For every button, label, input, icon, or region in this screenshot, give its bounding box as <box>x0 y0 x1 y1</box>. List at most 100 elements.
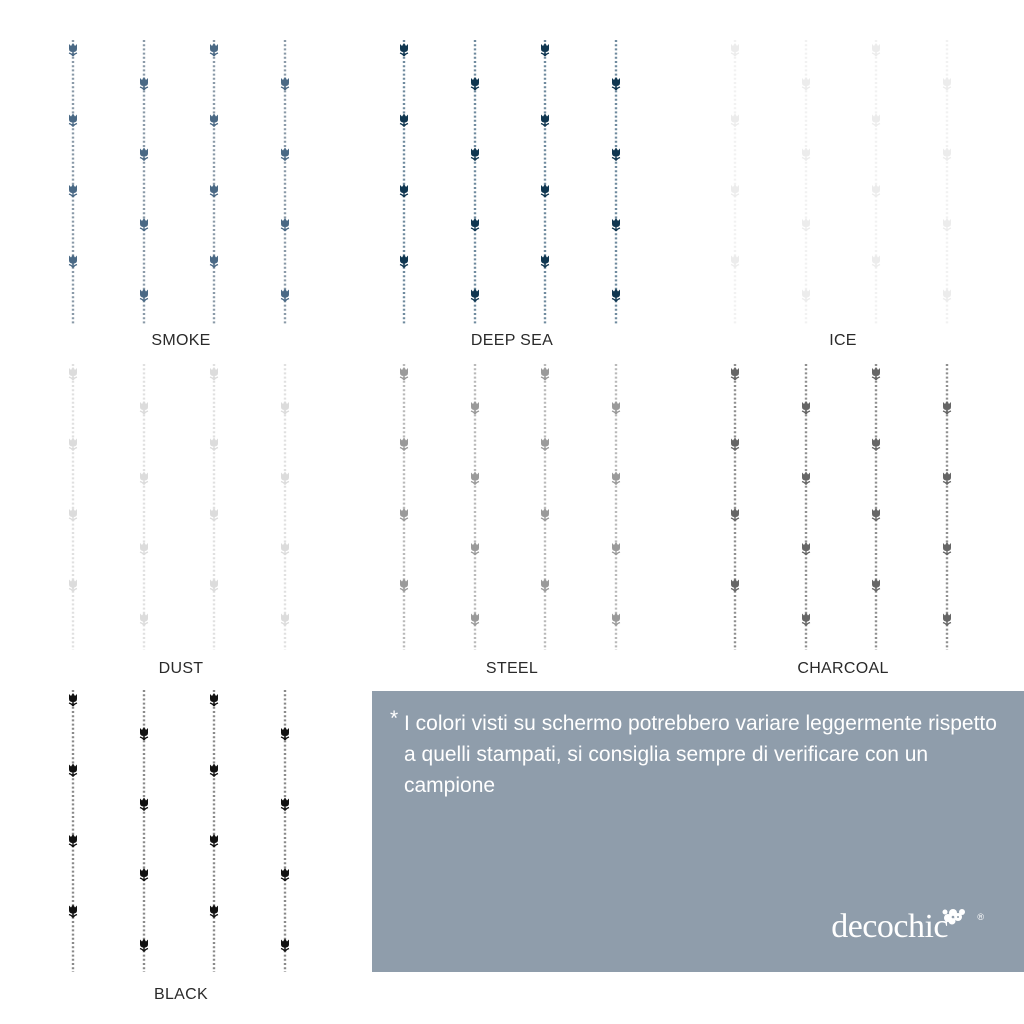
tulip-motif <box>399 184 409 198</box>
tulip-motif <box>139 797 149 811</box>
tulip-motif <box>209 367 219 381</box>
tulip-motif <box>611 147 621 161</box>
tulip-motif <box>280 147 290 161</box>
tulip-motif <box>470 542 480 556</box>
tulip-motif <box>540 254 550 268</box>
tulip-motif <box>730 367 740 381</box>
tulip-motif <box>139 938 149 952</box>
tulip-motif <box>871 437 881 451</box>
tulip-motif <box>470 471 480 485</box>
swatch-label-ice: ICE <box>829 332 857 349</box>
tulip-motif <box>68 834 78 848</box>
tulip-motif <box>801 542 811 556</box>
tulip-motif <box>139 288 149 302</box>
tulip-motif <box>139 542 149 556</box>
tulip-motif <box>942 77 952 91</box>
tulip-motif <box>139 147 149 161</box>
swatch-label-charcoal: CHARCOAL <box>797 660 889 677</box>
tulip-motif <box>68 113 78 127</box>
tulip-motif <box>942 542 952 556</box>
tulip-motif <box>540 113 550 127</box>
tulip-motif <box>280 218 290 232</box>
tulip-motif <box>68 254 78 268</box>
brand-logo: decochic ® <box>818 906 988 946</box>
tulip-motif <box>801 401 811 415</box>
tulip-motif <box>611 542 621 556</box>
tulip-motif <box>280 727 290 741</box>
tulip-motif <box>470 401 480 415</box>
tulip-motif <box>280 471 290 485</box>
tulip-motif <box>540 367 550 381</box>
stripe-pattern-smoke <box>68 40 290 324</box>
stripe-pattern-dust <box>68 364 290 650</box>
tulip-motif <box>611 401 621 415</box>
tulip-motif <box>470 612 480 626</box>
tulip-motif <box>611 77 621 91</box>
tulip-motif <box>139 218 149 232</box>
tulip-motif <box>611 288 621 302</box>
swatch-ice: ICE <box>702 40 984 354</box>
tulip-motif <box>942 401 952 415</box>
tulip-motif <box>209 834 219 848</box>
flower-cluster-icon <box>942 909 965 925</box>
tulip-motif <box>68 904 78 918</box>
tulip-motif <box>730 254 740 268</box>
tulip-motif <box>611 612 621 626</box>
tulip-motif <box>139 77 149 91</box>
tulip-motif <box>801 77 811 91</box>
tulip-motif <box>209 43 219 57</box>
stripe-pattern-charcoal <box>730 364 952 650</box>
tulip-motif <box>139 612 149 626</box>
stripe-pattern-ice <box>730 40 952 324</box>
tulip-motif <box>611 218 621 232</box>
tulip-motif <box>730 184 740 198</box>
tulip-motif <box>942 288 952 302</box>
swatch-steel: STEEL <box>371 364 653 680</box>
tulip-motif <box>730 437 740 451</box>
tulip-motif <box>139 471 149 485</box>
tulip-motif <box>209 184 219 198</box>
tulip-motif <box>399 437 409 451</box>
tulip-motif <box>942 218 952 232</box>
color-disclaimer-text: I colori visti su schermo potrebbero var… <box>404 712 997 797</box>
tulip-motif <box>280 612 290 626</box>
tulip-motif <box>399 367 409 381</box>
tulip-motif <box>280 77 290 91</box>
tulip-motif <box>942 147 952 161</box>
tulip-motif <box>209 693 219 707</box>
tulip-motif <box>399 508 409 522</box>
tulip-motif <box>209 437 219 451</box>
tulip-motif <box>540 578 550 592</box>
tulip-motif <box>801 471 811 485</box>
tulip-motif <box>68 367 78 381</box>
tulip-motif <box>68 578 78 592</box>
tulip-motif <box>209 113 219 127</box>
stripe-pattern-black <box>68 690 290 972</box>
tulip-motif <box>68 508 78 522</box>
tulip-motif <box>801 612 811 626</box>
tulip-motif <box>209 508 219 522</box>
tulip-motif <box>139 401 149 415</box>
tulip-motif <box>801 147 811 161</box>
swatch-label-black: BLACK <box>154 986 208 1003</box>
tulip-motif <box>801 218 811 232</box>
swatch-label-smoke: SMOKE <box>151 332 211 349</box>
tulip-motif <box>209 578 219 592</box>
tulip-motif <box>209 763 219 777</box>
stripe-pattern-deep-sea <box>399 40 621 324</box>
note-asterisk: * <box>390 707 399 730</box>
tulip-motif <box>209 904 219 918</box>
tulip-motif <box>399 578 409 592</box>
tulip-motif <box>730 578 740 592</box>
tulip-motif <box>280 797 290 811</box>
swatch-black: BLACK <box>40 690 322 1008</box>
tulip-motif <box>540 437 550 451</box>
swatch-charcoal: CHARCOAL <box>702 364 984 680</box>
swatch-label-steel: STEEL <box>485 660 539 677</box>
tulip-motif <box>942 612 952 626</box>
tulip-motif <box>871 113 881 127</box>
registered-mark: ® <box>977 912 984 922</box>
swatch-deep-sea: DEEP SEA <box>371 40 653 354</box>
tulip-motif <box>540 508 550 522</box>
stripe-pattern-steel <box>399 364 621 650</box>
